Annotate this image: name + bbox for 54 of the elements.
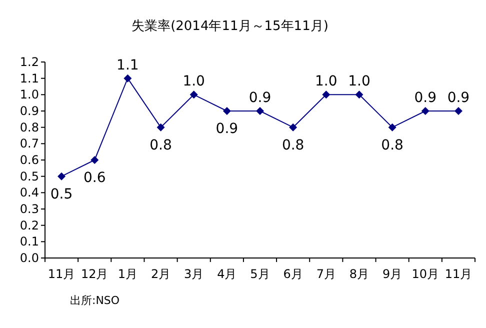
- point: [222, 107, 231, 115]
- x-tick-label: 3月: [184, 267, 204, 281]
- y-tick-label: 0.9: [20, 104, 39, 118]
- y-tick-label: 0.2: [20, 218, 39, 232]
- point: [256, 107, 264, 115]
- x-tick-label: 1月: [118, 267, 138, 281]
- point: [421, 107, 430, 115]
- data-label: 1.0: [348, 74, 370, 90]
- y-tick-label: 0.0: [20, 251, 39, 265]
- y-tick-label: 1.1: [20, 71, 39, 86]
- y-tick-label: 0.4: [20, 186, 39, 200]
- point: [355, 90, 364, 99]
- x-tick-label: 10月: [412, 267, 440, 281]
- point: [454, 107, 462, 115]
- y-tick-label: 0.6: [20, 153, 39, 167]
- x-tick-label: 2月: [150, 267, 171, 281]
- y-tick-label: 0.1: [20, 234, 39, 249]
- y-tick-label: 1.2: [20, 55, 39, 69]
- point: [156, 123, 165, 132]
- text: 出所:NSO: [70, 294, 120, 307]
- x-tick-label: 12月: [80, 267, 108, 281]
- data-label: 0.6: [83, 170, 106, 186]
- data-label: 0.9: [447, 90, 470, 106]
- point: [388, 123, 396, 132]
- data-label: 0.9: [248, 90, 272, 106]
- point: [90, 156, 99, 164]
- x-tick-label: 4月: [217, 267, 237, 281]
- data-label: 0.5: [50, 186, 73, 202]
- data-label: 0.9: [414, 90, 437, 106]
- x-tick-label: 6月: [283, 267, 303, 281]
- data-label: 0.8: [282, 137, 304, 154]
- point: [289, 123, 298, 132]
- x-tick-label: 7月: [316, 267, 336, 281]
- point: [58, 172, 66, 180]
- point: [124, 74, 132, 82]
- x-tick-label: 11月: [444, 267, 472, 281]
- y-tick-label: 0.5: [20, 169, 39, 184]
- data-label: 1.1: [116, 57, 139, 74]
- y-tick-label: 0.7: [20, 136, 39, 151]
- point: [322, 90, 330, 99]
- x-tick-label: 5月: [250, 267, 270, 281]
- y-tick-label: 1.0: [20, 88, 39, 102]
- data-label: 0.9: [216, 121, 238, 137]
- chart-title: 失業率(2014年11月～15年11月): [132, 18, 328, 34]
- x-tick-label: 11月: [48, 267, 76, 281]
- y-tick-label: 0.3: [20, 202, 39, 216]
- data-label: 0.8: [381, 137, 404, 154]
- x-tick-label: 9月: [382, 267, 402, 281]
- data-label: 0.8: [150, 137, 172, 154]
- data-label: 1.0: [315, 74, 338, 90]
- point: [190, 90, 198, 99]
- y-tick-label: 0.8: [20, 120, 39, 134]
- data-label: 1.0: [182, 74, 205, 90]
- x-tick-label: 8月: [349, 267, 370, 281]
